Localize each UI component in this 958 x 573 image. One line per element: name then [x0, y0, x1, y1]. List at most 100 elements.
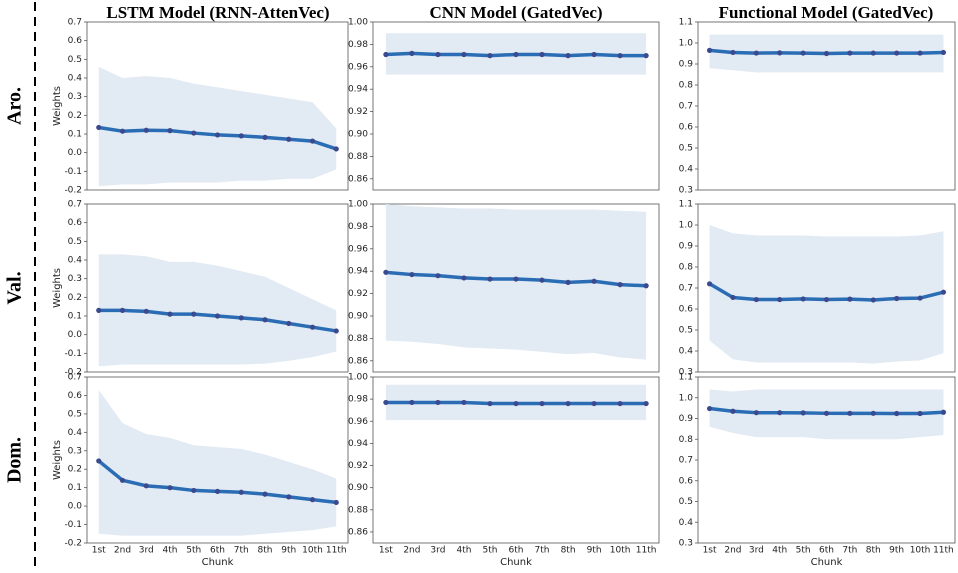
point [167, 128, 173, 134]
point [847, 410, 853, 416]
y-tick-label: 1.0 [679, 393, 694, 403]
y-tick-label: -0.1 [64, 520, 82, 530]
y-tick-label: 0.88 [348, 505, 368, 515]
x-tick-label: 8th [258, 546, 273, 556]
x-tick-label: 6th [819, 546, 834, 556]
x-tick-label: 11th [636, 546, 657, 556]
y-tick-label: 0.3 [68, 92, 82, 102]
point [262, 317, 268, 323]
y-tick-label: 0.88 [348, 334, 368, 344]
point [870, 297, 876, 303]
point [143, 483, 149, 489]
point [383, 269, 389, 275]
y-tick-label: 0.96 [348, 417, 368, 427]
point [894, 410, 900, 417]
point [917, 50, 923, 56]
point [96, 124, 102, 131]
y-tick-label: 0.4 [679, 347, 694, 357]
point [539, 400, 545, 407]
y-tick-label: 0.90 [348, 312, 368, 322]
point [617, 282, 623, 288]
point [191, 487, 197, 494]
x-tick-label: 7th [234, 546, 249, 556]
y-tick-label: 0.7 [679, 284, 693, 294]
y-tick-label: 0.3 [68, 274, 82, 284]
y-tick-label: 0.7 [679, 456, 693, 466]
y-tick-label: 0.3 [679, 539, 693, 549]
point [96, 307, 102, 313]
point [800, 296, 806, 302]
x-tick-label: 4th [456, 546, 471, 556]
x-tick-label: 10th [610, 546, 631, 556]
point [119, 477, 126, 483]
y-tick-label: 1.1 [679, 18, 693, 28]
point [167, 485, 173, 491]
point [539, 277, 545, 283]
point [894, 50, 900, 56]
band [98, 66, 337, 187]
x-tick-label: 6th [210, 546, 225, 556]
point [706, 405, 713, 412]
x-tick-label: 11th [326, 546, 347, 556]
y-tick-label: -0.2 [64, 539, 82, 549]
y-tick-label: 0.0 [68, 330, 83, 340]
point [143, 308, 149, 314]
point [262, 491, 268, 497]
x-tick-label: 8th [561, 546, 576, 556]
point [461, 275, 467, 281]
y-tick-label: 0.7 [68, 18, 82, 28]
y-tick-label: 0.88 [348, 152, 368, 162]
y-tick-label: 0.5 [679, 497, 693, 507]
column-title: Functional Model (GatedVec) [719, 3, 934, 22]
y-tick-label: 0.1 [68, 483, 82, 493]
y-tick-label: 0.9 [679, 242, 694, 252]
y-tick-label: 1.00 [348, 18, 368, 28]
point [383, 51, 389, 58]
point [823, 50, 830, 57]
x-tick-label: 10th [302, 546, 323, 556]
x-tick-label: 11th [933, 546, 954, 556]
row-label: Val. [4, 271, 26, 304]
point [870, 50, 876, 56]
y-tick-label: 0.1 [68, 312, 82, 322]
x-tick-label: 2nd [724, 546, 741, 556]
point [409, 271, 415, 278]
point [309, 497, 316, 503]
y-tick-label: 0.96 [348, 244, 368, 254]
y-tick-label: 0.5 [679, 326, 693, 336]
y-tick-label: 0.94 [348, 267, 368, 277]
y-tick-label: 1.1 [679, 373, 693, 383]
y-tick-label: 0.5 [68, 55, 82, 65]
point [539, 51, 545, 58]
point [238, 315, 244, 321]
point [730, 294, 736, 301]
y-tick-label: 0.9 [679, 60, 694, 70]
point [333, 146, 339, 152]
column-title: CNN Model (GatedVec) [429, 3, 602, 22]
point [730, 408, 736, 414]
y-tick-label: 0.3 [679, 368, 693, 378]
y-tick-label: -0.1 [64, 349, 82, 359]
row-label: Aro. [4, 87, 26, 125]
point [823, 296, 830, 303]
point [565, 279, 571, 285]
y-tick-label: 0.98 [348, 40, 368, 50]
y-tick-label: -0.2 [64, 368, 82, 378]
x-axis-label: Chunk [202, 557, 234, 568]
x-tick-label: 4th [163, 546, 178, 556]
x-tick-label: 10th [910, 546, 931, 556]
y-tick-label: 0.92 [348, 289, 368, 299]
y-tick-label: 1.00 [348, 200, 368, 210]
point [940, 409, 947, 415]
y-tick-label: -0.2 [64, 186, 82, 196]
point [143, 127, 149, 133]
y-tick-label: 0.0 [68, 148, 83, 158]
y-tick-label: 0.8 [679, 81, 694, 91]
y-tick-label: 0.92 [348, 461, 368, 471]
point [214, 488, 221, 494]
y-tick-label: 0.8 [679, 263, 694, 273]
point [286, 320, 292, 327]
point [309, 324, 316, 330]
band [98, 389, 337, 536]
y-tick-label: 0.2 [68, 293, 82, 303]
